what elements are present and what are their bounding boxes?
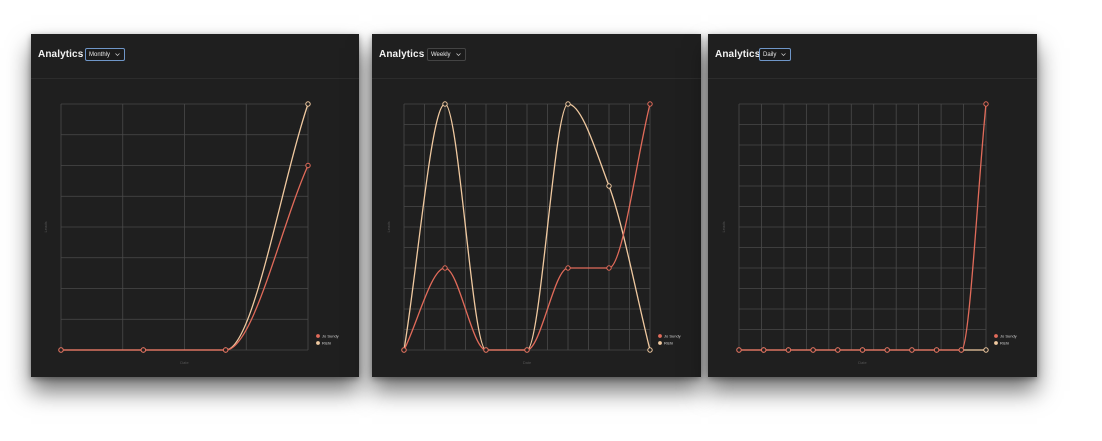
data-point xyxy=(606,265,612,271)
legend: Jo Sundy Rishi xyxy=(994,333,1017,345)
data-point xyxy=(884,347,890,353)
data-point xyxy=(140,347,147,353)
x-axis-title: Date xyxy=(858,360,867,365)
analytics-card-weekly: Analytics Weekly Leads Date Jo Sundy Rishi xyxy=(372,34,701,377)
chevron-down-icon xyxy=(455,53,461,56)
data-point xyxy=(983,101,989,107)
legend-label: Rishi xyxy=(322,340,331,345)
analytics-card-monthly: Analytics Monthly Leads Date Jo Sundy Rishi xyxy=(31,34,359,377)
data-point xyxy=(810,347,816,353)
analytics-card-daily: Analytics Daily Leads Date Jo Sundy Rishi xyxy=(708,34,1037,377)
period-select-value: Daily xyxy=(763,51,777,58)
legend: Jo Sundy Rishi xyxy=(316,333,339,345)
period-select[interactable]: Weekly xyxy=(427,48,466,61)
data-point xyxy=(483,347,489,353)
y-axis-title: Leads xyxy=(43,222,48,233)
legend-label: Jo Sundy xyxy=(1000,333,1017,338)
chevron-down-icon xyxy=(781,53,787,56)
data-point xyxy=(785,347,792,353)
x-axis-title: Date xyxy=(523,360,532,365)
legend-label: Rishi xyxy=(1000,340,1009,345)
x-axis-title: Date xyxy=(180,360,189,365)
data-point xyxy=(606,183,612,189)
legend-label: Jo Sundy xyxy=(322,333,339,338)
card-title: Analytics xyxy=(715,49,761,60)
line-chart: Leads Date Jo Sundy Rishi xyxy=(43,101,339,365)
data-point xyxy=(761,347,767,353)
line-chart: Leads Date Jo Sundy Rishi xyxy=(386,101,681,365)
data-point xyxy=(305,162,311,169)
period-select-value: Weekly xyxy=(431,51,451,58)
data-point xyxy=(647,101,653,107)
data-point xyxy=(859,347,866,353)
series-line xyxy=(60,165,309,351)
data-point xyxy=(933,347,940,353)
legend: Jo Sundy Rishi xyxy=(658,333,681,345)
data-point xyxy=(442,265,448,271)
data-point xyxy=(983,347,989,353)
data-point xyxy=(647,347,653,353)
legend-marker xyxy=(658,341,662,345)
period-select-value: Monthly xyxy=(89,51,111,58)
chevron-down-icon xyxy=(115,53,120,56)
card-header: Analytics Weekly xyxy=(372,34,701,79)
legend-marker xyxy=(994,341,998,345)
series-jo-sundy xyxy=(58,162,311,353)
data-point xyxy=(222,347,229,353)
data-point xyxy=(958,347,965,353)
data-point xyxy=(58,347,64,353)
data-point xyxy=(565,101,571,107)
data-point xyxy=(442,101,448,107)
grid xyxy=(403,103,651,351)
data-point xyxy=(305,101,311,107)
legend-marker xyxy=(994,334,998,338)
card-title: Analytics xyxy=(379,49,425,60)
period-select[interactable]: Daily xyxy=(759,48,792,61)
card-header: Analytics Daily xyxy=(708,34,1037,79)
data-point xyxy=(909,347,915,353)
legend-marker xyxy=(316,334,320,338)
legend-marker xyxy=(316,341,320,345)
line-chart: Leads Date Jo Sundy Rishi xyxy=(721,101,1017,365)
series-jo-sundy xyxy=(401,101,653,353)
grid xyxy=(738,103,987,351)
card-header: Analytics Monthly xyxy=(31,34,359,79)
series-jo-sundy xyxy=(736,101,989,353)
data-point xyxy=(835,347,841,353)
data-point xyxy=(736,347,742,353)
period-select[interactable]: Monthly xyxy=(85,48,126,61)
data-point xyxy=(524,347,530,353)
y-axis-title: Leads xyxy=(721,222,726,233)
data-point xyxy=(565,265,571,271)
y-axis-title: Leads xyxy=(386,222,391,233)
legend-label: Jo Sundy xyxy=(664,333,681,338)
card-title: Analytics xyxy=(38,49,84,60)
grid xyxy=(60,103,309,351)
legend-marker xyxy=(658,334,662,338)
data-point xyxy=(401,347,407,353)
legend-label: Rishi xyxy=(664,340,673,345)
